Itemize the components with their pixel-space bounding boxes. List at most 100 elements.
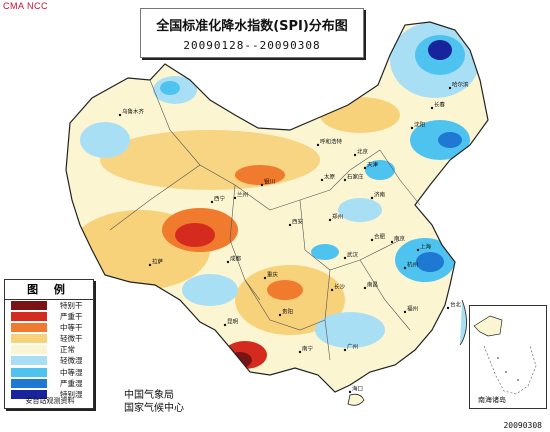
hainan-island [347, 393, 365, 406]
city-label: 长春 [434, 101, 446, 109]
city-label: 济南 [374, 191, 386, 199]
city-dot [363, 286, 367, 290]
city-label: 银川 [264, 178, 275, 186]
legend-box: 图 例 特别干严重干 中等干 轻微干 正常 轻微湿 中等湿 严重湿 特别湿 安台站观测资料 [4, 279, 94, 409]
city-dot [223, 323, 227, 327]
city-label: 南京 [394, 235, 406, 243]
legend-item: 特别干 [5, 300, 93, 311]
city-dot [416, 248, 420, 252]
legend-swatch [11, 367, 47, 377]
legend-label: 中等湿 [60, 367, 83, 377]
legend-label: 正常 [60, 345, 75, 355]
city-label: 呼和浩特 [320, 138, 343, 146]
city-label: 石家庄 [347, 173, 364, 181]
city-dot [446, 306, 450, 310]
agency-line-1: 中国气象局 [124, 390, 174, 401]
inset-label: 南海诸岛 [478, 396, 506, 404]
city-dot [288, 223, 292, 227]
city-dot [343, 256, 347, 260]
legend-swatch [11, 312, 47, 322]
city-dot [403, 310, 407, 314]
city-dot [363, 166, 367, 170]
legend-swatch [11, 301, 47, 310]
city-dot [118, 113, 122, 117]
legend-label: 轻微干 [60, 334, 83, 344]
city-dot [226, 260, 230, 264]
legend-label: 轻微湿 [60, 356, 83, 366]
legend-swatch [11, 334, 47, 344]
city-label: 南宁 [302, 345, 314, 353]
city-label: 成都 [230, 255, 242, 263]
legend-item: 中等干 [5, 322, 93, 333]
date-stamp: 20090308 [503, 421, 542, 430]
legend-item: 中等湿 [5, 367, 93, 378]
city-dot [343, 348, 347, 352]
city-label: 贵阳 [282, 308, 293, 316]
legend-label: 严重湿 [60, 378, 83, 388]
taiwan-island [459, 299, 467, 346]
city-dot [298, 350, 302, 354]
city-dot [410, 126, 414, 130]
city-dot [320, 178, 324, 182]
city-dot [233, 196, 237, 200]
city-label: 沈阳 [414, 121, 425, 129]
city-dot [353, 153, 357, 157]
legend-swatch [11, 323, 47, 333]
legend-item: 特别湿 [5, 389, 93, 400]
city-label: 广州 [347, 343, 358, 351]
city-dot [260, 183, 264, 187]
inset-map [473, 315, 537, 395]
map-title: 全国标准化降水指数(SPI)分布图 [156, 19, 348, 34]
legend-swatch [11, 345, 47, 355]
corner-tag: CMA NCC [3, 1, 49, 11]
date-range: 20090128--20090308 [183, 39, 321, 52]
city-dot [328, 218, 332, 222]
province-borders [109, 79, 421, 361]
legend-swatch [11, 356, 47, 366]
city-label: 长沙 [334, 283, 346, 291]
city-dot [370, 238, 374, 242]
city-label: 哈尔滨 [452, 81, 469, 89]
city-label: 西宁 [214, 195, 226, 203]
legend-swatch [11, 378, 47, 388]
legend-swatch [11, 389, 47, 399]
city-label: 昆明 [227, 319, 239, 326]
city-dot [390, 240, 394, 244]
legend-item: 轻微湿 [5, 355, 93, 366]
agency-block: 中国气象局 国家气候中心 [124, 389, 184, 415]
city-dot [210, 200, 214, 204]
legend-note: 安台站观测资料 [25, 397, 75, 405]
city-dot [263, 276, 267, 280]
south-china-sea-inset: 南海诸岛 [469, 305, 547, 409]
legend-item: 严重干 [5, 311, 93, 322]
city-dot [330, 288, 334, 292]
legend-title: 图 例 [5, 280, 93, 300]
city-label: 北京 [357, 148, 369, 156]
city-dot [343, 178, 347, 182]
city-label: 乌鲁木齐 [122, 108, 145, 116]
city-dot [148, 263, 152, 267]
legend-label: 严重干 [60, 312, 83, 322]
city-label: 兰州 [237, 191, 248, 199]
city-label: 南昌 [367, 281, 378, 289]
legend-item: 轻微干 [5, 333, 93, 344]
city-label: 海口 [352, 385, 363, 393]
city-label: 天津 [367, 162, 379, 169]
city-label: 杭州 [407, 261, 418, 269]
city-dot [448, 86, 452, 90]
city-label: 重庆 [267, 271, 279, 279]
city-label: 西安 [292, 218, 304, 226]
city-label: 台北 [450, 301, 462, 309]
map-title-box: 全国标准化降水指数(SPI)分布图 20090128--20090308 [140, 8, 364, 58]
legend-label: 特别干 [60, 301, 83, 310]
legend-label: 特别湿 [60, 389, 83, 399]
city-dot [430, 106, 434, 110]
city-label: 郑州 [332, 213, 343, 221]
city-dot [278, 313, 282, 317]
city-dot [403, 266, 407, 270]
agency-line-2: 国家气候中心 [124, 403, 184, 414]
city-label: 上海 [420, 243, 432, 251]
legend-item: 严重湿 [5, 378, 93, 389]
city-dot [348, 390, 352, 394]
